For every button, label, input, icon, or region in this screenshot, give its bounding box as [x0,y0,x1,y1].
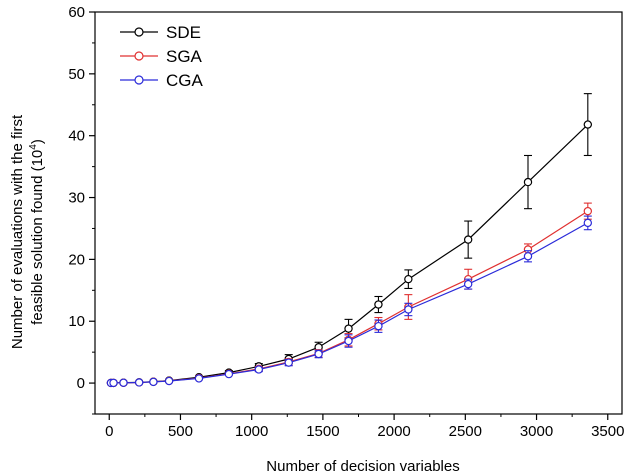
series-line [110,222,589,384]
legend-label: CGA [166,71,204,90]
series-cga [106,215,593,388]
legend-marker [134,51,144,61]
data-point [149,377,158,387]
data-point [374,321,383,331]
data-point [463,279,473,289]
y-tick-label: 10 [68,313,85,330]
y-tick-label: 30 [68,190,85,207]
data-point [164,376,174,386]
data-point [254,365,263,374]
y-tick-label: 60 [68,4,85,21]
data-point [374,300,383,309]
legend-label: SGA [166,47,203,66]
legend-marker [134,27,144,37]
x-tick-label: 2000 [377,423,410,440]
y-tick-label: 0 [77,375,85,392]
data-point [344,336,353,346]
data-point [404,305,413,314]
legend-item-sga: SGA [120,47,203,66]
x-tick-label: 3000 [520,423,553,440]
data-point [194,374,204,383]
data-point [314,349,323,359]
data-point [583,120,593,129]
data-point [523,252,533,261]
y-axis-title-exponent: 4 [28,144,39,150]
y-tick-label: 20 [68,251,85,268]
y-axis-title: Number of evaluations with the first fea… [9,114,46,349]
legend: SDE SGA CGA [120,23,204,90]
y-axis-title-line-2: feasible solution found (104) [28,139,46,325]
data-point [284,358,293,367]
data-point [523,177,533,187]
x-tick-label: 1500 [306,423,339,440]
x-axis-title: Number of decision variables [266,458,459,475]
x-tick-label: 0 [105,423,113,440]
data-point [134,378,144,387]
y-tick-label: 40 [68,128,85,145]
legend-label: SDE [166,23,201,42]
axis-ticks: 0 500 1000 1500 2000 2500 3000 3500 0 10 20 30 40 50 6… [68,4,624,440]
legend-marker [134,75,144,85]
y-axis-title-line-2-main: feasible solution found (10 [29,150,46,325]
data-point [109,378,118,388]
legend-item-sde: SDE [120,23,201,42]
data-point [583,218,593,228]
data-point [224,369,234,379]
data-point [344,324,353,333]
data-point [583,206,593,216]
x-tick-label: 2500 [449,423,482,440]
series-sga [106,202,593,388]
series-line [110,210,589,384]
data-point [119,378,128,387]
y-axis-title-line-2-end: ) [29,139,46,144]
x-tick-label: 1000 [235,423,268,440]
data-point [404,274,413,284]
series-group [106,93,593,388]
x-tick-label: 500 [168,423,193,440]
x-tick-label: 3500 [591,423,624,440]
y-tick-label: 50 [68,66,85,83]
y-axis-title-line-1: Number of evaluations with the first [9,114,26,349]
legend-item-cga: CGA [120,71,204,90]
data-point [463,235,473,244]
